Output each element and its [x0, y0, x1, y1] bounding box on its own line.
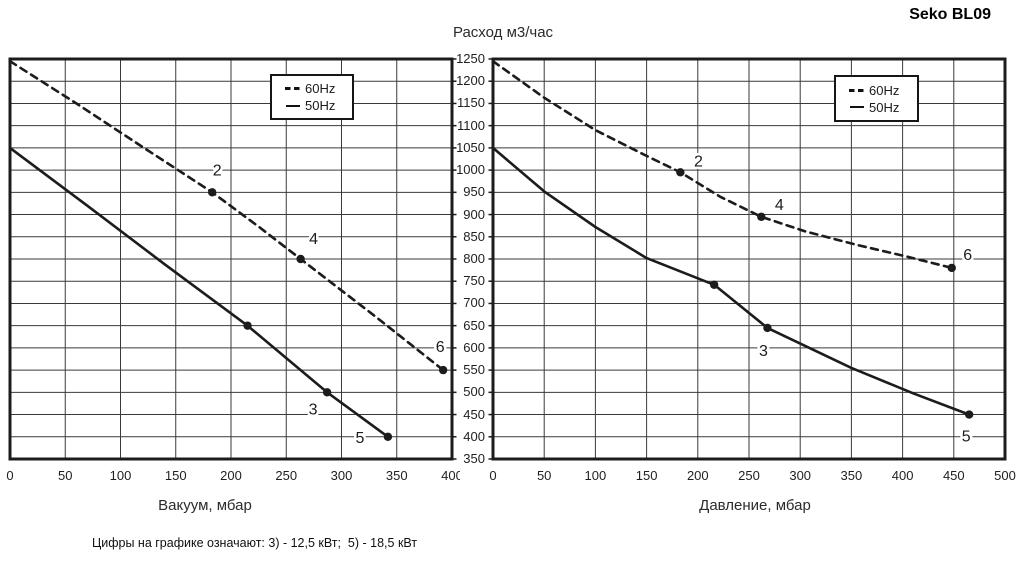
power-point-label: 4: [309, 231, 318, 248]
power-point-label: 3: [309, 401, 318, 418]
x-tick-label: 150: [636, 468, 658, 483]
y-tick-label: 1150: [457, 95, 485, 111]
vacuum-axis-title: Вакуум, мбар: [158, 497, 252, 514]
plot-border: [8, 57, 454, 461]
plot-border: [491, 57, 1007, 461]
power-point-label: 6: [963, 247, 972, 264]
y-tick-label: 450: [463, 406, 485, 422]
data-point-marker: [383, 432, 393, 441]
legend-entry-50hz: 50Hz: [285, 98, 352, 113]
x-tick-label: 250: [738, 468, 760, 483]
y-tick-label: 600: [463, 339, 485, 355]
x-tick-label: 200: [687, 468, 709, 483]
x-tick-label: 0: [6, 468, 13, 483]
power-point-label: 2: [694, 153, 703, 170]
y-tick-label: 700: [463, 295, 485, 311]
y-tick-label: 400: [463, 428, 485, 444]
y-tick-label: 500: [463, 384, 485, 400]
flow-axis-tick-labels: 1250 1200 1150 1100 1050 1000 950 900 850 800 750 7…: [448, 0, 488, 568]
legend-label-60hz: 60Hz: [305, 81, 336, 96]
legend-right: 60Hz 50Hz: [834, 75, 919, 122]
y-tick-label: 1050: [456, 139, 485, 155]
y-tick-label: 1000: [456, 162, 485, 178]
data-point-marker: [296, 254, 305, 264]
series-60hz-curve: [8, 59, 445, 372]
data-point-marker: [243, 321, 252, 330]
x-tick-label: 350: [386, 468, 408, 483]
series-60hz-curve: [491, 59, 954, 270]
y-tick-label: 900: [463, 206, 485, 222]
data-point-marker: [676, 168, 685, 177]
x-tick-label: 50: [58, 468, 72, 483]
y-tick-label: 350: [463, 451, 485, 466]
power-point-label: 2: [213, 162, 222, 179]
x-tick-label: 200: [220, 468, 242, 483]
legend-entry-50hz: 50Hz: [849, 100, 917, 115]
data-point-marker: [947, 263, 956, 273]
flow-axis-title: Расход м3/час: [452, 24, 554, 41]
y-tick-label: 1100: [457, 117, 485, 133]
data-point-marker: [709, 280, 719, 289]
y-tick-label: 750: [463, 273, 485, 289]
data-point-marker: [438, 365, 448, 375]
y-tick-label: 850: [463, 228, 485, 244]
power-point-label: 6: [436, 339, 445, 356]
y-tick-label: 650: [463, 317, 485, 333]
data-point-marker: [763, 323, 772, 333]
y-tick-label: 550: [463, 362, 485, 378]
data-point-marker: [757, 212, 766, 221]
data-point-marker: [208, 188, 217, 197]
y-tick-label: 950: [463, 184, 485, 200]
y-tick-label: 800: [463, 251, 485, 266]
pressure-chart: 0 50 100 150 200 250 300 350 400 450 500 2 4 6 3 5: [488, 57, 1016, 483]
series-50hz-curve: [8, 146, 390, 439]
x-tick-label: 50: [537, 468, 551, 483]
legend-label-50hz: 50Hz: [305, 98, 336, 113]
x-tick-label: 150: [165, 468, 187, 483]
power-footnote: Цифры на графике означают: 3) - 12,5 кВт…: [92, 536, 418, 550]
x-tick-label: 400: [892, 468, 914, 483]
figure-title: Seko BL09: [909, 6, 991, 23]
power-point-label: 5: [962, 429, 971, 446]
legend-entry-60hz: 60Hz: [849, 83, 917, 98]
x-tick-label: 350: [841, 468, 863, 483]
x-tick-label: 250: [275, 468, 297, 483]
x-tick-label: 300: [789, 468, 811, 483]
solid-line-sample: [286, 104, 300, 107]
pressure-axis-title: Давление, мбар: [699, 497, 811, 514]
x-tick-label: 100: [585, 468, 607, 483]
power-point-label: 5: [355, 430, 364, 447]
dashed-line-sample: [849, 88, 867, 92]
x-tick-label: 100: [110, 468, 132, 483]
x-tick-label: 400: [441, 468, 460, 483]
y-tick-label: 1250: [456, 51, 485, 66]
legend-label-60hz: 60Hz: [869, 82, 900, 98]
data-point-marker: [964, 410, 974, 419]
power-point-label: 3: [759, 343, 768, 360]
legend-left: 60Hz 50Hz: [270, 74, 354, 120]
data-point-marker: [322, 388, 332, 397]
legend-entry-60hz: 60Hz: [285, 81, 352, 96]
vacuum-chart: 0 50 100 150 200 250 300 350 400 2 4 6 3 5: [6, 57, 460, 483]
dashed-line-sample: [285, 87, 303, 90]
x-tick-label: 0: [489, 468, 496, 483]
solid-line-sample: [850, 106, 864, 108]
x-tick-label: 450: [943, 468, 965, 483]
legend-label-50hz: 50Hz: [869, 99, 900, 115]
power-point-label: 4: [775, 197, 784, 214]
x-tick-label: 300: [331, 468, 353, 483]
x-tick-label: 500: [994, 468, 1016, 483]
y-tick-label: 1200: [456, 73, 485, 89]
